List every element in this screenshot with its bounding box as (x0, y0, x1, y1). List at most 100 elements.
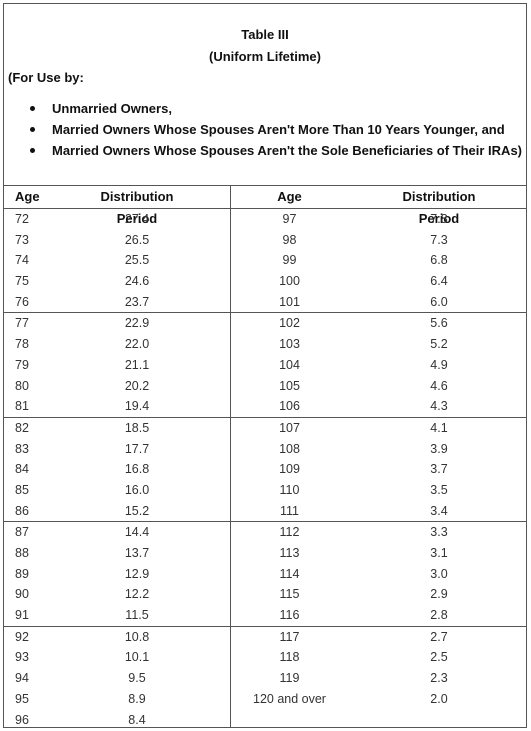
distribution-right-cell: 4.3 (430, 399, 448, 414)
age-left-cell: 80 (15, 378, 29, 393)
table-subtitle: (Uniform Lifetime) (209, 49, 321, 64)
distribution-right-cell: 2.3 (430, 671, 448, 686)
table-row: 76 23.7 101 6.0 (4, 292, 526, 313)
age-left-cell: 96 (15, 712, 29, 727)
distribution-right-cell: 4.6 (430, 378, 448, 393)
table-body: 72 27.4 97 7.8 73 26.5 98 7.3 74 25.5 99 6.8 75 24.6 1… (4, 209, 526, 730)
distribution-right-cell: 5.2 (430, 337, 448, 352)
col-header-distribution-right: Distribution Period (402, 189, 476, 226)
age-right-cell: 98 (282, 232, 297, 247)
row-group: 77 22.9 102 5.6 78 22.0 103 5.2 79 21.1 104 4.9 80 20… (4, 313, 526, 418)
distribution-right-cell: 6.0 (430, 294, 448, 309)
distribution-right-cell: 6.8 (430, 253, 448, 268)
distribution-left-cell: 21.1 (124, 357, 150, 372)
table-row: 93 10.1 118 2.5 (4, 647, 526, 668)
bullet-icon (30, 148, 35, 153)
age-right-cell: 101 (279, 294, 300, 309)
eligibility-list: Unmarried Owners, Married Owners Whose S… (4, 98, 526, 161)
age-right-cell: 108 (279, 441, 300, 456)
age-right-cell: 109 (279, 462, 300, 477)
distribution-left-cell: 18.5 (124, 420, 150, 435)
age-left-cell: 90 (15, 587, 29, 602)
age-right-cell: 104 (279, 357, 300, 372)
row-group: 87 14.4 112 3.3 88 13.7 113 3.1 89 12.9 114 3.0 90 12… (4, 522, 526, 627)
distribution-left-cell: 16.8 (124, 462, 150, 477)
distribution-left-cell: 12.9 (124, 566, 150, 581)
table-row: 95 8.9 120 and over 2.0 (4, 689, 526, 710)
table-row: 89 12.9 114 3.0 (4, 564, 526, 585)
distribution-right-cell: 3.5 (430, 482, 448, 497)
for-use-label: (For Use by: (8, 70, 84, 85)
distribution-left-cell: 20.2 (124, 378, 150, 393)
age-left-cell: 75 (15, 274, 29, 289)
distribution-right-cell: 5.6 (430, 316, 448, 331)
distribution-left-cell: 22.0 (124, 337, 150, 352)
table-row: 79 21.1 104 4.9 (4, 355, 526, 376)
distribution-left-cell: 10.8 (124, 629, 150, 644)
row-group: 92 10.8 117 2.7 93 10.1 118 2.5 94 9.5 119 2.3 95 8.9… (4, 627, 526, 730)
age-right-cell: 115 (279, 587, 300, 602)
distribution-left-cell: 27.4 (124, 212, 150, 226)
age-left-cell: 85 (15, 482, 29, 497)
bullet-icon (30, 106, 35, 111)
age-left-cell: 93 (15, 650, 29, 665)
age-right-cell: 118 (279, 650, 300, 665)
age-right-cell: 116 (279, 608, 300, 623)
age-left-cell: 82 (15, 420, 29, 435)
age-right-cell: 117 (279, 629, 300, 644)
distribution-left-cell: 19.4 (124, 399, 150, 414)
eligibility-item: Married Owners Whose Spouses Aren't the … (4, 140, 526, 161)
distribution-left-cell: 10.1 (124, 650, 150, 665)
distribution-left-cell: 23.7 (124, 294, 150, 309)
age-left-cell: 74 (15, 253, 29, 268)
table-row: 83 17.7 108 3.9 (4, 439, 526, 460)
distribution-left-cell: 26.5 (124, 232, 150, 247)
distribution-left-cell: 25.5 (124, 253, 150, 268)
table-row: 86 15.2 111 3.4 (4, 501, 526, 522)
age-left-cell: 81 (15, 399, 29, 414)
distribution-right-cell: 3.3 (430, 525, 448, 540)
distribution-right-cell: 3.4 (430, 503, 448, 518)
age-right-cell: 97 (282, 212, 297, 226)
row-group: 72 27.4 97 7.8 73 26.5 98 7.3 74 25.5 99 6.8 75 24.6 1… (4, 209, 526, 314)
age-right-cell: 99 (282, 253, 297, 268)
age-left-cell: 83 (15, 441, 29, 456)
table-row: 78 22.0 103 5.2 (4, 334, 526, 355)
table-row: 85 16.0 110 3.5 (4, 480, 526, 501)
distribution-right-cell: 2.5 (430, 650, 448, 665)
table-column-headers: Age Distribution Period Age Distribution… (4, 186, 526, 226)
age-left-cell: 79 (15, 357, 29, 372)
distribution-left-cell: 17.7 (124, 441, 150, 456)
age-left-cell: 87 (15, 525, 29, 540)
age-left-cell: 86 (15, 503, 29, 518)
table-row: 80 20.2 105 4.6 (4, 376, 526, 397)
eligibility-text: Married Owners Whose Spouses Aren't More… (52, 122, 505, 137)
age-left-cell: 78 (15, 337, 29, 352)
table-row: 87 14.4 112 3.3 (4, 522, 526, 543)
distribution-right-cell: 2.0 (430, 691, 448, 706)
distribution-right-cell: 6.4 (430, 274, 448, 289)
age-right-cell: 110 (279, 482, 300, 497)
age-left-cell: 73 (15, 232, 29, 247)
distribution-left-cell: 22.9 (124, 316, 150, 331)
table-row: 74 25.5 99 6.8 (4, 250, 526, 271)
age-left-cell: 89 (15, 566, 29, 581)
table-row: 72 27.4 97 7.8 (4, 209, 526, 230)
row-group: 82 18.5 107 4.1 83 17.7 108 3.9 84 16.8 109 3.7 85 16… (4, 418, 526, 523)
distribution-right-cell: 3.7 (430, 462, 448, 477)
table-row: 82 18.5 107 4.1 (4, 418, 526, 439)
distribution-right-cell: 3.9 (430, 441, 448, 456)
age-left-cell: 84 (15, 462, 29, 477)
distribution-table: Age Distribution Period Age Distribution… (4, 186, 526, 730)
age-right-cell: 114 (279, 566, 300, 581)
table-row: 96 8.4 (4, 710, 526, 731)
age-left-cell: 92 (15, 629, 29, 644)
distribution-right-cell: 2.8 (430, 608, 448, 623)
age-right-cell: 100 (279, 274, 300, 289)
eligibility-text: Married Owners Whose Spouses Aren't the … (52, 143, 522, 158)
distribution-left-cell: 8.4 (128, 712, 146, 727)
distribution-left-cell: 14.4 (124, 525, 150, 540)
age-right-cell: 111 (279, 503, 299, 518)
bullet-icon (30, 127, 35, 132)
table-row: 84 16.8 109 3.7 (4, 459, 526, 480)
